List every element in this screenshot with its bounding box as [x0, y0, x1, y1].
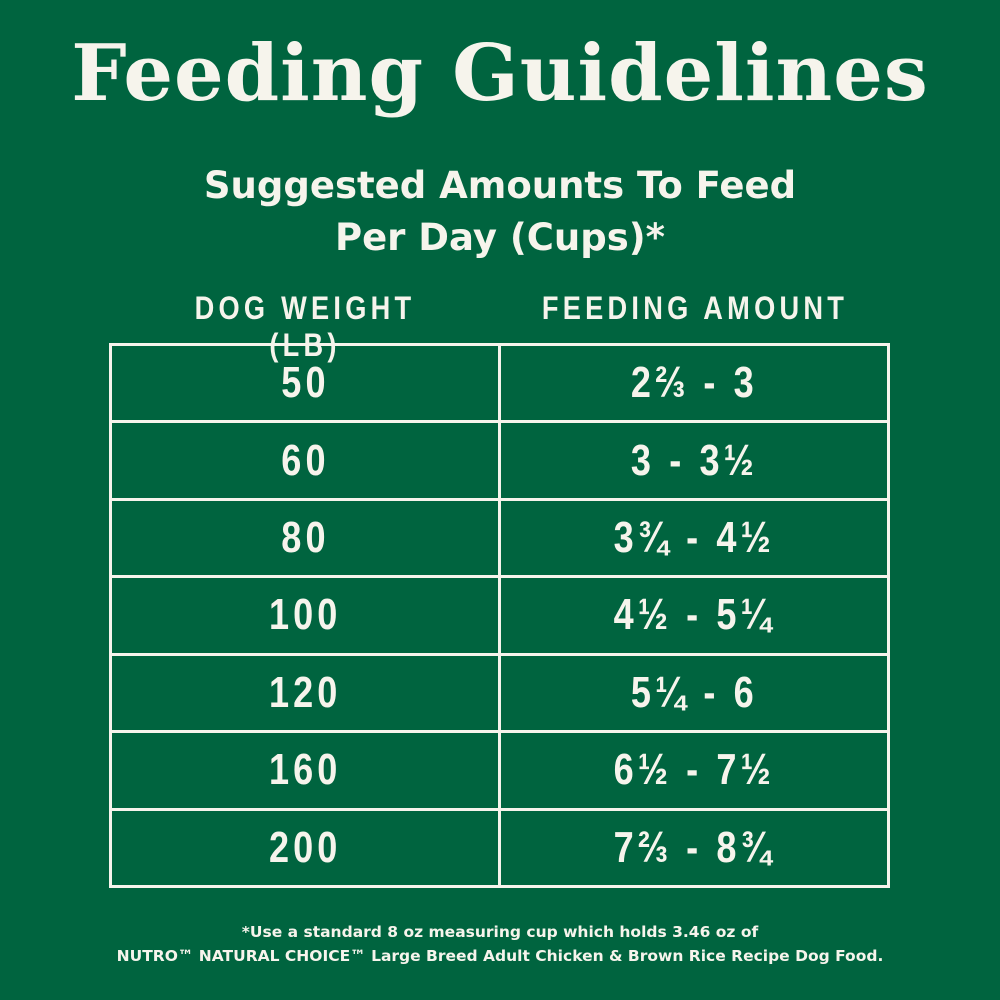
- table-row: 160 6½ - 7½: [109, 730, 890, 811]
- table-row: 200 7⅔ - 8¾: [109, 807, 890, 889]
- subtitle: Suggested Amounts To Feed Per Day (Cups)…: [0, 160, 1000, 264]
- subtitle-line-2: Per Day (Cups)*: [334, 216, 666, 259]
- subtitle-line-1: Suggested Amounts To Feed: [203, 164, 797, 207]
- cell-weight: 60: [109, 420, 501, 501]
- amount-value: 3 - 3½: [630, 435, 758, 485]
- column-header-amount: FEEDING AMOUNT: [541, 290, 849, 326]
- cell-weight: 120: [109, 652, 501, 734]
- table-row: 120 5¼ - 6: [109, 652, 890, 734]
- table-row: 60 3 - 3½: [109, 420, 890, 501]
- table-row: 100 4½ - 5¼: [109, 575, 890, 656]
- cell-weight: 200: [109, 807, 501, 889]
- amount-value: 7⅔ - 8¾: [613, 822, 775, 872]
- cell-amount: 7⅔ - 8¾: [498, 807, 890, 889]
- weight-value: 120: [268, 667, 342, 717]
- cell-amount: 3¾ - 4½: [498, 497, 890, 579]
- amount-value: 3¾ - 4½: [613, 513, 775, 563]
- table-row: 80 3¾ - 4½: [109, 497, 890, 579]
- cell-weight: 50: [109, 342, 501, 424]
- cell-weight: 160: [109, 730, 501, 811]
- cell-amount: 3 - 3½: [498, 420, 890, 501]
- table-row: 50 2⅔ - 3: [109, 342, 890, 424]
- cell-amount: 2⅔ - 3: [498, 342, 890, 424]
- page-title: Feeding Guidelines: [71, 28, 929, 119]
- cell-amount: 5¼ - 6: [498, 652, 890, 734]
- cell-amount: 6½ - 7½: [498, 730, 890, 811]
- cell-weight: 100: [109, 575, 501, 656]
- weight-value: 200: [268, 822, 342, 872]
- footnote-line-1: *Use a standard 8 oz measuring cup which…: [241, 923, 759, 941]
- footnote: *Use a standard 8 oz measuring cup which…: [0, 920, 1000, 968]
- weight-value: 80: [280, 513, 330, 563]
- amount-value: 6½ - 7½: [613, 745, 775, 795]
- cell-weight: 80: [109, 497, 501, 579]
- footnote-line-2: NUTRO™ NATURAL CHOICE™ Large Breed Adult…: [116, 947, 884, 965]
- weight-value: 160: [268, 745, 342, 795]
- amount-value: 2⅔ - 3: [630, 358, 758, 408]
- amount-value: 5¼ - 6: [630, 667, 758, 717]
- weight-value: 60: [280, 435, 330, 485]
- amount-value: 4½ - 5¼: [613, 590, 775, 640]
- cell-amount: 4½ - 5¼: [498, 575, 890, 656]
- weight-value: 100: [268, 590, 342, 640]
- feeding-table: 50 2⅔ - 3 60 3 - 3½ 80 3¾ - 4½ 100 4½ - 5¼ 120 5¼…: [109, 342, 890, 889]
- weight-value: 50: [280, 358, 330, 408]
